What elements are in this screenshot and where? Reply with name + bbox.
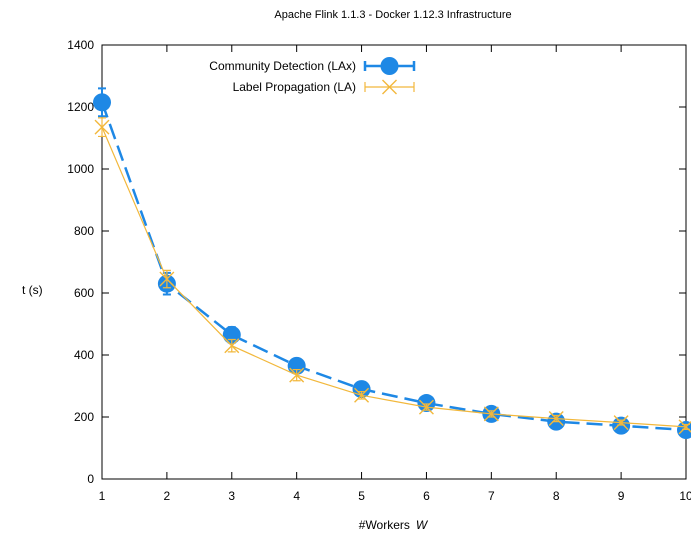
data-point	[382, 79, 397, 95]
data-point	[548, 411, 564, 427]
axes-ticks: 0 200 400 600 800 1000 1200 1400 1 2 3 4 5 6 7 8 9 10	[67, 38, 691, 503]
y-tick-label: 600	[74, 286, 94, 300]
x-tick-label: 7	[488, 489, 495, 503]
x-tick-label: 1	[99, 489, 106, 503]
data-point	[94, 119, 110, 135]
x-tick-label: 10	[679, 489, 691, 503]
series-line	[100, 101, 687, 432]
x-tick-label: 2	[164, 489, 171, 503]
data-point	[289, 367, 305, 383]
y-tick-label: 400	[74, 348, 94, 362]
x-axis-label: #Workers W	[359, 518, 429, 532]
legend-label: Community Detection (LAx)	[209, 59, 356, 73]
data-point	[222, 325, 241, 344]
chart-title: Apache Flink 1.1.3 - Docker 1.12.3 Infra…	[274, 9, 511, 21]
x-tick-label: 9	[618, 489, 625, 503]
x-tick-label: 3	[228, 489, 235, 503]
y-tick-label: 0	[87, 472, 94, 486]
y-tick-label: 200	[74, 410, 94, 424]
series-line	[101, 126, 687, 428]
data-point	[93, 93, 111, 112]
y-axis-label: t (s)	[22, 283, 43, 297]
data-point	[418, 399, 434, 415]
data-point	[159, 271, 175, 287]
data-point	[354, 387, 370, 403]
legend: Community Detection (LAx) Label Propagati…	[209, 57, 416, 95]
x-tick-label: 6	[423, 489, 430, 503]
data-point	[380, 57, 399, 75]
y-tick-label: 1400	[67, 38, 94, 52]
x-tick-label: 8	[553, 489, 560, 503]
legend-label: Label Propagation (LA)	[233, 80, 356, 94]
y-tick-label: 1200	[67, 100, 94, 114]
data-point	[612, 416, 631, 435]
series-2	[94, 117, 691, 435]
series-1	[93, 87, 691, 440]
y-tick-label: 800	[74, 224, 94, 238]
x-tick-label: 4	[293, 489, 300, 503]
data-point	[483, 406, 499, 422]
data-point	[224, 338, 240, 354]
series-layer	[93, 87, 691, 440]
x-axis-symbol: W	[416, 518, 429, 532]
data-point	[613, 415, 629, 431]
y-tick-label: 1000	[67, 162, 94, 176]
plot-frame	[101, 44, 687, 480]
x-tick-label: 5	[358, 489, 365, 503]
